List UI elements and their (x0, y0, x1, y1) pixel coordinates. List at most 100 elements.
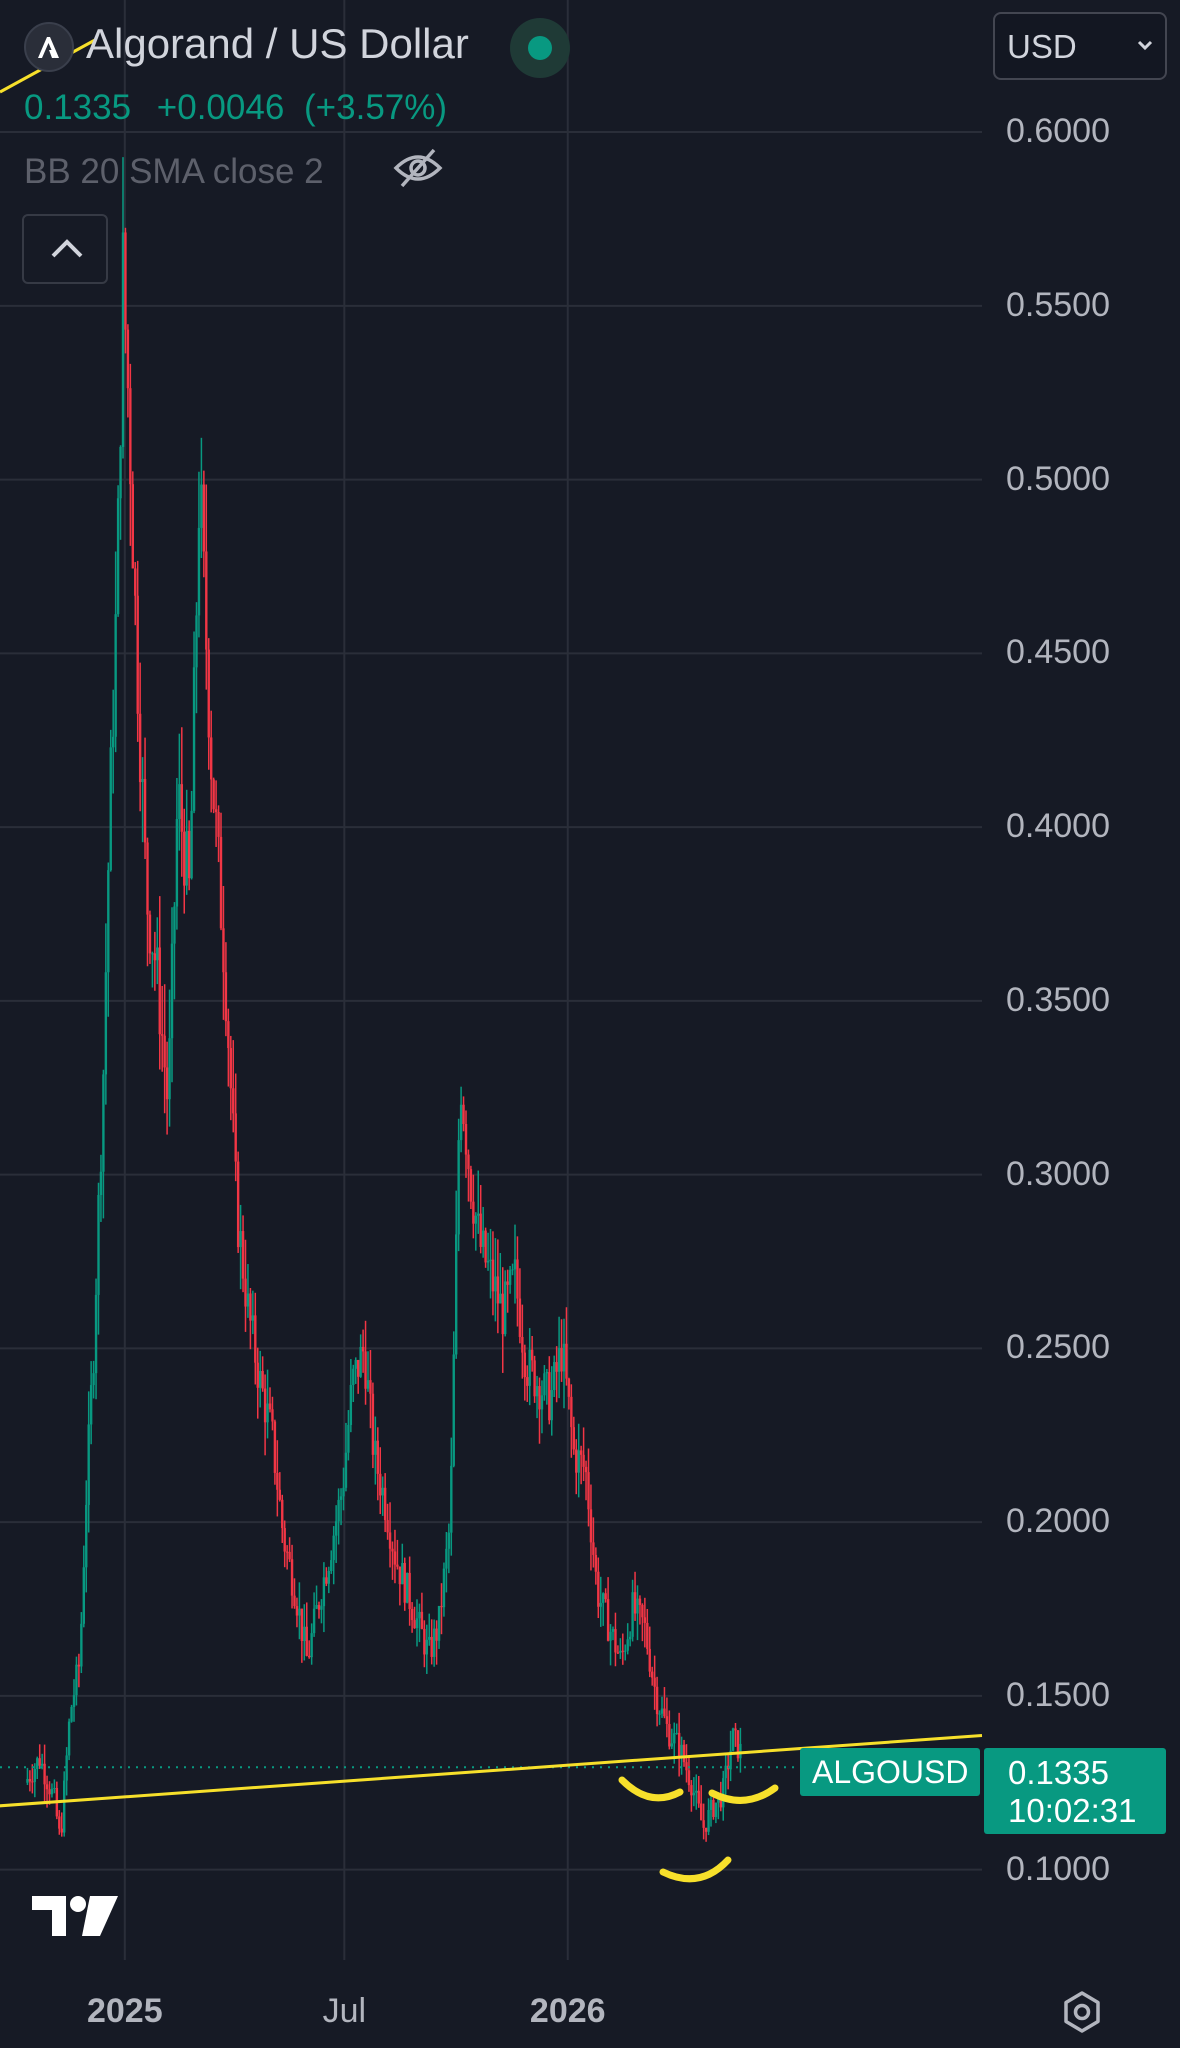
candle-body (724, 1765, 727, 1779)
candle-body (403, 1562, 406, 1603)
candle-body (673, 1733, 676, 1744)
last-price-value: 0.1335 (24, 88, 132, 127)
candle-body (344, 1452, 348, 1488)
candle-body (134, 568, 137, 596)
candle-body (582, 1454, 585, 1467)
candle-body (511, 1269, 514, 1271)
candle-body (315, 1605, 318, 1609)
candle-body (631, 1592, 634, 1637)
bar-countdown: 10:02:31 (1008, 1792, 1137, 1829)
settings-icon[interactable] (1060, 1990, 1104, 2039)
candle-body (459, 1104, 463, 1141)
candle-body (67, 1721, 71, 1756)
candle-body (222, 928, 225, 973)
price-change-percent: (+3.57%) (304, 88, 448, 127)
candle-body (486, 1260, 490, 1263)
time-axis-label: 2025 (86, 1992, 163, 2030)
candle-body (624, 1650, 627, 1652)
candle-body (112, 736, 115, 748)
candle-body (530, 1349, 534, 1361)
candle-body (685, 1762, 688, 1771)
candle-body (462, 1104, 465, 1124)
candle-body (263, 1388, 267, 1423)
candle-body (165, 1067, 169, 1100)
candle-body (729, 1750, 732, 1770)
candle-body (219, 836, 223, 929)
indicator-label[interactable]: BB 20 SMA close 2 (24, 152, 324, 191)
candle-body (736, 1730, 740, 1759)
candle-body (285, 1551, 289, 1553)
chart-header: Algorand / US Dollar 0.1335 +0.0046 (+3.… (0, 0, 1180, 284)
candle-body (410, 1609, 414, 1621)
candle-body (337, 1499, 340, 1522)
last-price-tag-value: 0.1335 (1008, 1754, 1109, 1791)
candle-body (508, 1270, 512, 1285)
candle-body (570, 1396, 573, 1428)
candle-body (555, 1362, 558, 1372)
candle-body (210, 737, 213, 780)
candle-body (153, 953, 157, 961)
candle-body (432, 1628, 436, 1657)
candle-body (259, 1370, 262, 1388)
candle-body (202, 484, 206, 552)
candle-body (180, 784, 183, 832)
chevron-down-icon (1137, 40, 1153, 51)
candle-body (332, 1535, 335, 1561)
candle-body (614, 1629, 617, 1653)
candle-body (36, 1758, 39, 1769)
candle-body (376, 1440, 379, 1474)
candle-body (477, 1213, 480, 1216)
price-axis-label: 0.1000 (1006, 1849, 1110, 1888)
candle-body (440, 1605, 443, 1608)
candle-body (406, 1572, 409, 1603)
candle-body (200, 484, 203, 528)
candle-body (677, 1732, 681, 1759)
eye-off-icon[interactable] (392, 146, 444, 195)
candle-body (450, 1465, 453, 1533)
candle-body (271, 1409, 274, 1422)
candle-body (665, 1716, 669, 1724)
candle-body (435, 1628, 438, 1641)
candle-body (540, 1395, 544, 1410)
candle-body (386, 1520, 389, 1533)
candle-body (663, 1708, 666, 1717)
candle-body (124, 232, 127, 330)
tradingview-logo-icon[interactable] (30, 1892, 120, 1947)
candle-body (528, 1349, 531, 1386)
candle-body (702, 1820, 705, 1828)
candle-body (151, 953, 154, 955)
candle-body (212, 779, 215, 810)
candle-body (327, 1570, 330, 1584)
candle-body (619, 1650, 622, 1653)
candle-body (739, 1743, 742, 1759)
candle-body (116, 498, 120, 615)
candle-body (325, 1577, 328, 1584)
price-axis-label: 0.5000 (1006, 459, 1110, 498)
candle-body (72, 1695, 76, 1707)
candle-body (680, 1744, 683, 1759)
candle-body (584, 1466, 588, 1473)
candle-body (606, 1599, 610, 1641)
price-axis-label: 0.4000 (1006, 807, 1110, 846)
symbol-title[interactable]: Algorand / US Dollar (86, 20, 469, 67)
candle-body (138, 713, 142, 783)
candle-body (357, 1359, 360, 1377)
candle-body (455, 1234, 458, 1355)
candle-body (589, 1509, 593, 1543)
candle-body (423, 1628, 426, 1655)
candle-body (97, 1195, 100, 1295)
candle-body (298, 1608, 301, 1616)
support-trendline[interactable] (0, 1734, 983, 1815)
candle-body (714, 1802, 718, 1817)
candle-body (543, 1373, 546, 1396)
candle-body (489, 1259, 492, 1261)
candle-body (290, 1559, 294, 1596)
candle-body (241, 1231, 245, 1279)
algorand-logo-icon[interactable] (24, 22, 74, 72)
candle-body (523, 1352, 526, 1378)
candle-body (102, 1074, 105, 1172)
collapse-legend-button[interactable] (22, 214, 108, 284)
currency-select[interactable]: USD (993, 12, 1167, 80)
vertical-gridlines (123, 0, 569, 1960)
